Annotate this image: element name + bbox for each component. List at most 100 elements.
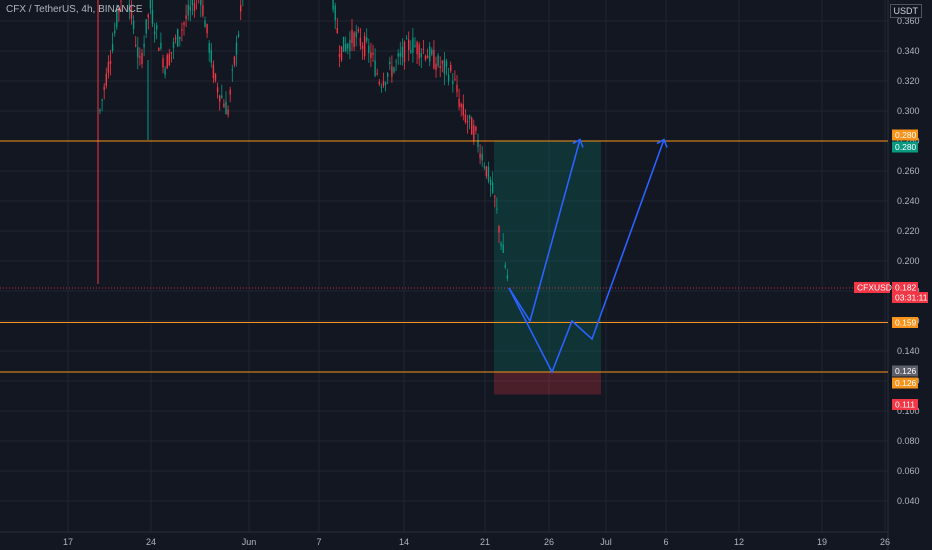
- projection-arrowhead: [572, 138, 584, 148]
- candle-body: [382, 80, 385, 86]
- y-tick-label: 0.220: [897, 226, 920, 236]
- last-price-label: 0.182: [895, 283, 917, 293]
- candle-body: [212, 64, 215, 79]
- candle-body: [447, 74, 450, 82]
- candle-body: [193, 3, 196, 11]
- candle-body: [479, 153, 481, 159]
- candle-body: [492, 182, 494, 193]
- candle-body: [164, 68, 166, 75]
- candle-body: [143, 43, 145, 48]
- candle-body: [437, 55, 439, 66]
- candle-body: [137, 47, 139, 58]
- candle-body: [399, 52, 401, 57]
- projection-path: [508, 139, 581, 323]
- candle-body: [416, 42, 418, 55]
- price-axis-label: 0.126: [895, 378, 917, 388]
- candle-body: [336, 27, 338, 33]
- candle-body: [174, 37, 177, 40]
- candle-body: [101, 99, 103, 101]
- candle-body: [483, 166, 485, 168]
- price-axis-label: 0.280: [895, 142, 917, 152]
- y-tick-label: 0.320: [897, 76, 920, 86]
- candle-body: [168, 53, 170, 66]
- candle-body: [204, 20, 206, 28]
- candle-body: [414, 45, 416, 47]
- candle-body: [227, 109, 229, 115]
- candle-body: [189, 6, 191, 11]
- candle-body: [481, 154, 483, 161]
- candle-body: [118, 7, 120, 13]
- candle-body: [408, 39, 410, 51]
- price-axis-label-bg: [892, 317, 918, 328]
- candle-body: [151, 9, 154, 24]
- price-axis-label: 0.111: [895, 400, 915, 410]
- candle-body: [424, 55, 427, 60]
- candle-body: [141, 52, 143, 64]
- candle-body: [103, 86, 105, 91]
- candle-body: [156, 25, 158, 30]
- candle-body: [347, 43, 349, 49]
- candle-body: [332, 0, 334, 10]
- candle-body: [412, 37, 414, 53]
- y-tick-label: 0.080: [897, 436, 920, 446]
- candle-body: [363, 36, 366, 57]
- price-axis-label: 0.126: [895, 366, 917, 376]
- y-tick-label: 0.340: [897, 46, 920, 56]
- candle-body: [109, 61, 112, 64]
- candle-body: [130, 5, 133, 19]
- candle-body: [105, 73, 107, 86]
- candle-body: [135, 45, 137, 47]
- y-tick-label: 0.100: [897, 406, 920, 416]
- candle-body: [120, 0, 122, 2]
- candle-body: [181, 29, 183, 31]
- candle-body: [139, 56, 141, 58]
- price-axis-label-bg: [892, 399, 918, 410]
- countdown-label-bg: [892, 292, 928, 303]
- x-tick-label: 17: [63, 537, 73, 547]
- x-tick-label: 21: [480, 537, 490, 547]
- candle-body: [477, 139, 479, 147]
- y-tick-label: 0.200: [897, 256, 920, 266]
- candle-body: [389, 61, 391, 65]
- candle-body: [393, 67, 395, 73]
- candle-body: [351, 29, 353, 44]
- currency-badge[interactable]: USDT: [889, 4, 922, 18]
- candle-body: [221, 95, 223, 98]
- candle-body: [504, 264, 506, 268]
- candle-body: [464, 114, 467, 123]
- candle-body: [216, 87, 219, 93]
- candle-body: [500, 243, 502, 247]
- price-axis-label-bg: [892, 141, 918, 153]
- y-tick-label: 0.240: [897, 196, 920, 206]
- candle-body: [116, 10, 118, 28]
- y-tick-label: 0.140: [897, 346, 920, 356]
- candle-body: [349, 39, 351, 51]
- candle-body: [462, 104, 464, 116]
- price-axis-label-bg: [892, 365, 918, 377]
- candle-body: [458, 98, 460, 107]
- x-tick-label: 19: [817, 537, 827, 547]
- candle-body: [441, 61, 443, 64]
- candle-body: [334, 5, 336, 21]
- candle-body: [426, 55, 429, 59]
- candle-body: [355, 31, 357, 38]
- candle-body: [185, 15, 187, 19]
- candle-body: [378, 81, 380, 85]
- candle-body: [489, 179, 492, 186]
- candle-body: [237, 34, 240, 37]
- candle-body: [445, 61, 448, 67]
- candle-body: [340, 46, 343, 60]
- candle-body: [431, 49, 433, 55]
- x-tick-label: 24: [146, 537, 156, 547]
- candle-body: [231, 69, 233, 71]
- candle-body: [460, 103, 462, 108]
- candle-body: [422, 49, 425, 51]
- candle-body: [162, 58, 164, 68]
- candle-body: [433, 49, 435, 69]
- candle-body: [502, 244, 504, 253]
- candles: [99, 0, 509, 282]
- symbol-price-tag: CFXUSDT: [857, 283, 897, 293]
- candle-body: [487, 166, 490, 182]
- candle-body: [395, 61, 397, 63]
